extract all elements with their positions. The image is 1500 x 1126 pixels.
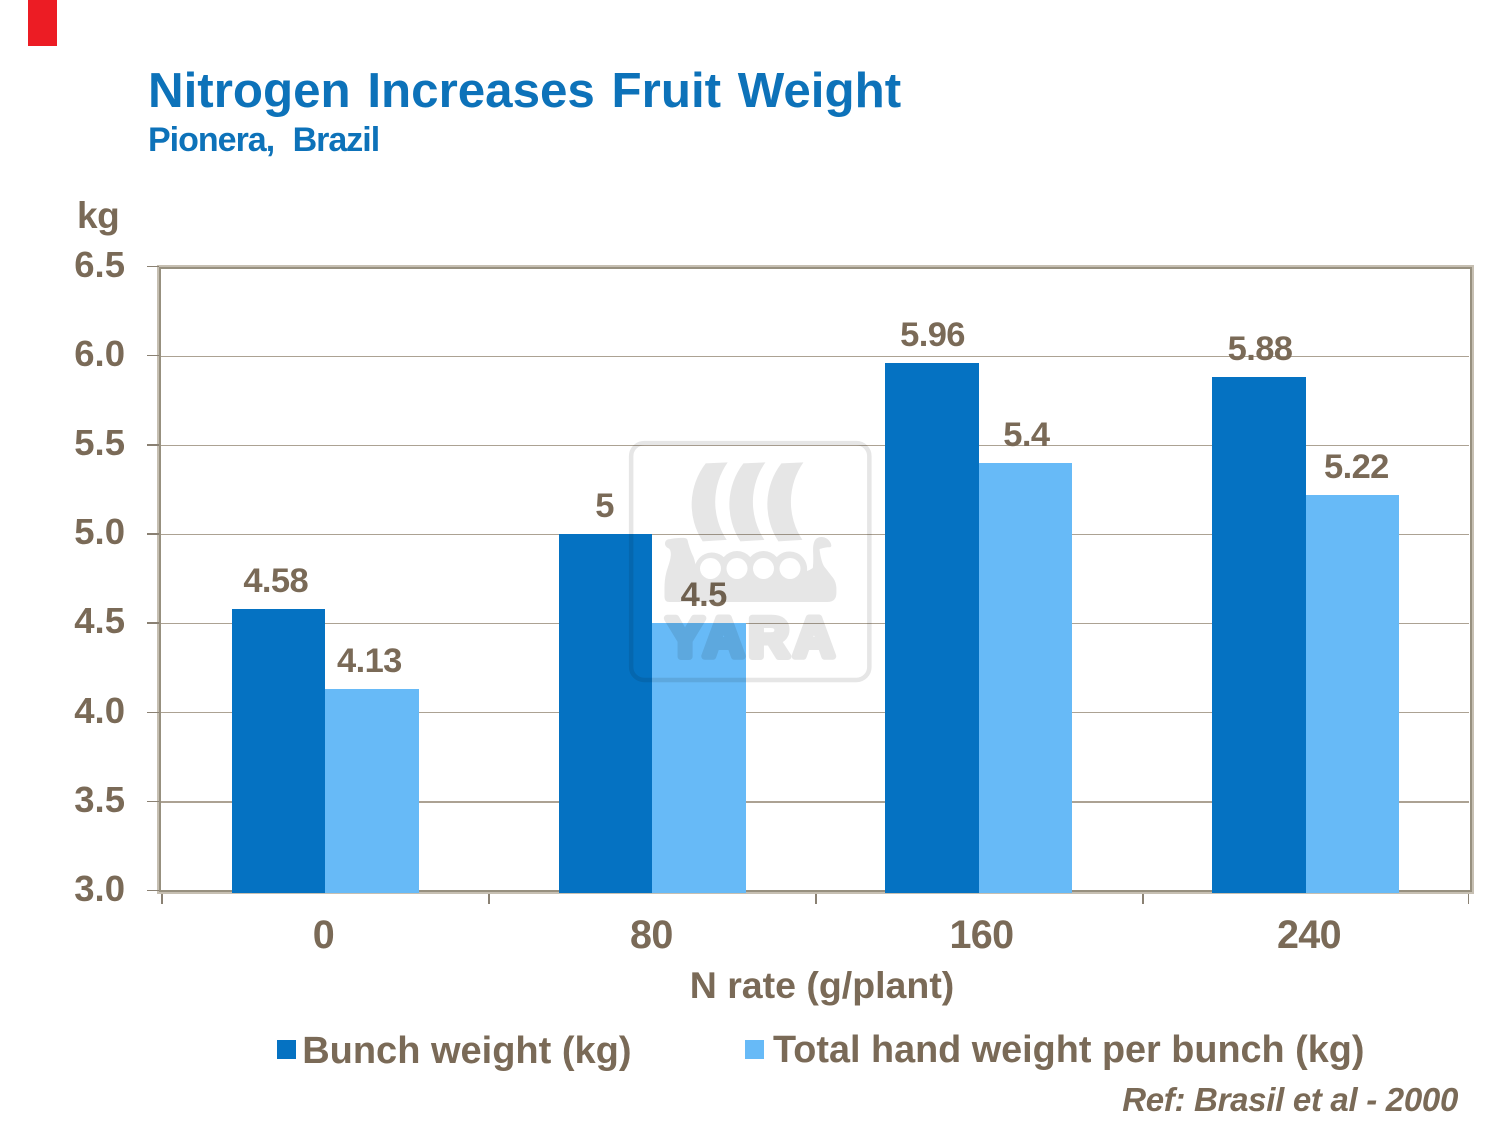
svg-text:YARA: YARA	[666, 606, 839, 669]
